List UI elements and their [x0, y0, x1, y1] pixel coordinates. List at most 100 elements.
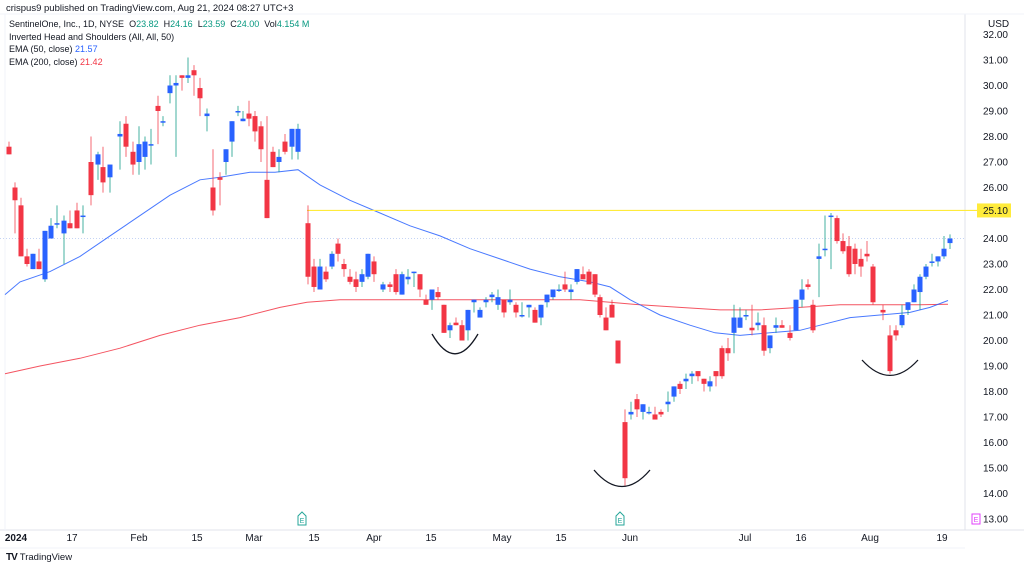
time-tick: 15: [308, 533, 320, 544]
candle: [323, 266, 329, 282]
candle: [658, 409, 664, 417]
candle: [787, 325, 793, 341]
candle: [387, 281, 393, 293]
candle: [799, 279, 805, 308]
pattern-arcs: [431, 333, 919, 487]
candle: [54, 205, 60, 229]
candle: [646, 406, 652, 415]
indicator-value: 21.57: [75, 44, 98, 54]
candle: [429, 289, 435, 310]
candle: [609, 299, 615, 318]
tradingview-logo[interactable]: TV TradingView: [6, 552, 72, 563]
symbol-row[interactable]: SentinelOne, Inc., 1D, NYSE O23.82 H24.1…: [9, 18, 309, 31]
candle: [471, 299, 477, 313]
candle: [447, 322, 453, 338]
candle: [538, 304, 544, 326]
candle: [779, 320, 785, 328]
time-tick: 2024: [5, 533, 28, 544]
volume-value: 4.154 M: [276, 19, 310, 29]
indicator-ema200[interactable]: EMA (200, close) 21.42: [9, 56, 309, 69]
candle: [737, 307, 743, 328]
price-tick: 30.00: [983, 81, 1008, 92]
candle: [453, 317, 459, 326]
candle: [483, 297, 489, 308]
price-tick: 22.00: [983, 285, 1008, 296]
candle: [695, 371, 701, 382]
indicator-name: EMA (200, close): [9, 56, 78, 67]
candle: [719, 345, 725, 379]
price-tick: 28.00: [983, 132, 1008, 143]
candle: [640, 404, 646, 420]
time-tick: 15: [425, 533, 437, 544]
indicator-name: EMA (50, close): [9, 44, 73, 54]
candle: [148, 128, 154, 165]
candle: [677, 381, 683, 395]
candle: [671, 386, 677, 402]
price-axis[interactable]: 13.00 14.00 15.00 16.00 17.00 18.00 19.00 20.00…: [977, 30, 1011, 526]
candle: [852, 243, 858, 275]
neckline-price-tag: [977, 203, 1011, 218]
candle: [574, 269, 580, 285]
price-tick: 16.00: [983, 438, 1008, 449]
time-axis[interactable]: 2024 17 Feb 15 Mar 15 Apr 15 May 15 Jun Jul 16 Aug 19: [5, 533, 948, 544]
chart-legend: SentinelOne, Inc., 1D, NYSE O23.82 H24.1…: [9, 18, 309, 68]
candle: [459, 320, 465, 341]
candle: [586, 269, 592, 285]
price-tick: 20.00: [983, 336, 1008, 347]
candle: [393, 269, 399, 295]
earnings-icon[interactable]: E: [297, 511, 307, 526]
candle: [305, 205, 311, 285]
currency-label[interactable]: USD: [986, 19, 1012, 30]
candle: [142, 136, 148, 170]
svg-text:E: E: [974, 517, 979, 524]
candle: [532, 307, 538, 323]
candle: [707, 376, 713, 392]
candle: [911, 284, 917, 303]
candle: [725, 337, 731, 361]
candle: [185, 57, 191, 83]
ema200-line: [4, 299, 949, 375]
candle: [160, 116, 166, 127]
price-tick: 19.00: [983, 362, 1008, 373]
candle: [622, 409, 628, 486]
high-value: 24.16: [170, 19, 193, 29]
price-tick: 14.00: [983, 489, 1008, 500]
price-tick: 23.00: [983, 260, 1008, 271]
price-tick: 24.00: [983, 234, 1008, 245]
price-tick: 13.00: [983, 515, 1008, 526]
earnings-icon[interactable]: E: [971, 513, 981, 525]
price-tick: 32.00: [983, 30, 1008, 41]
candle: [252, 111, 258, 142]
candle: [761, 317, 767, 356]
candle: [834, 215, 840, 244]
indicator-ema50[interactable]: EMA (50, close) 21.57: [9, 43, 309, 56]
candle: [74, 202, 80, 229]
candle: [816, 243, 822, 298]
candle: [507, 289, 513, 305]
ema50-line: [4, 169, 949, 336]
candle: [846, 235, 852, 277]
neckline-price-label: 25.10: [983, 206, 1008, 217]
time-tick: Jul: [739, 533, 752, 544]
candle: [749, 304, 755, 336]
symbol-name: SentinelOne, Inc., 1D, NYSE: [9, 19, 125, 29]
candle: [80, 205, 86, 234]
candle: [597, 294, 603, 318]
candle: [489, 292, 495, 303]
earnings-icon[interactable]: E: [615, 511, 625, 526]
candle: [767, 335, 773, 354]
candle: [235, 105, 241, 117]
candle: [6, 141, 12, 155]
candle: [755, 312, 761, 331]
candle: [30, 253, 36, 270]
indicator-pattern[interactable]: Inverted Head and Shoulders (All, All, 5…: [9, 31, 309, 44]
candle: [513, 302, 519, 318]
candle: [701, 378, 707, 392]
price-tick: 17.00: [983, 413, 1008, 424]
close-value: 24.00: [236, 19, 260, 29]
candle: [204, 108, 210, 132]
time-tick: Feb: [130, 533, 148, 544]
candle: [840, 233, 846, 254]
